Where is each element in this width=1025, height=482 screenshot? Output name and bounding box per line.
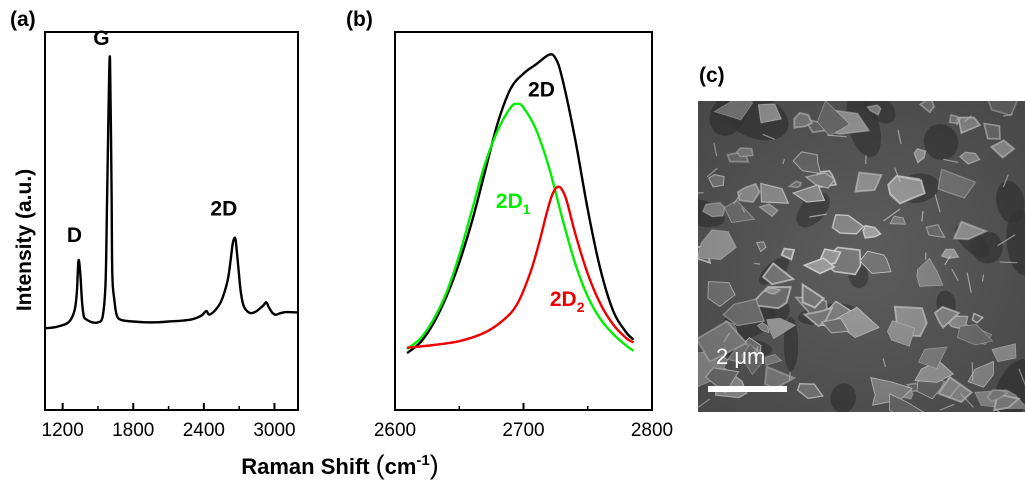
panel-b-series-2d2-line — [406, 185, 634, 349]
panel-b-x-tick-label-2: 2800 — [631, 420, 673, 441]
panel-b-frame — [394, 31, 653, 411]
panel-c-label: (c) — [699, 64, 725, 87]
panel-b-peak-label-0: 2D — [528, 78, 555, 101]
panel-a-series — [45, 55, 298, 330]
sem-vignette — [698, 101, 1025, 412]
panel-b-label: (b) — [346, 8, 373, 31]
panel-c: (c) 2 μm — [698, 64, 1025, 412]
panel-a-ticks: 1200 1800 2400 3000 — [42, 403, 296, 441]
panel-b-peak-label-2: 2D2 — [550, 288, 585, 315]
panel-a-peak-label-2: 2D — [210, 197, 237, 220]
panel-b-series — [406, 53, 634, 354]
panel-a-y-axis-label: Intensity (a.u.) — [13, 169, 36, 311]
panel-a-peak-label-1: G — [93, 27, 109, 50]
panel-a-x-tick-label-2: 2400 — [183, 420, 225, 441]
panel-a-peak-label-0: D — [67, 224, 82, 247]
panel-b-peak-label-2-text: 2D — [550, 288, 577, 311]
panel-b-x-tick-label-1: 2700 — [502, 420, 544, 441]
panel-a-x-tick-label-3: 3000 — [253, 420, 295, 441]
x-axis-label: Raman Shift (cm-1) — [241, 450, 439, 480]
x-axis-label-text: Raman Shift — [241, 454, 370, 479]
scale-bar-label: 2 μm — [716, 344, 765, 369]
panel-a: (a) 1200 1800 2400 3000 D G 2D Intensity (a.u… — [10, 8, 299, 441]
panel-a-x-tick-label-1: 1800 — [112, 420, 154, 441]
panel-a-series-0-line — [45, 55, 298, 330]
x-axis-label-unit: cm — [385, 454, 417, 479]
panel-b-peak-label-1: 2D1 — [496, 190, 531, 217]
panel-a-annotations: D G 2D — [67, 27, 237, 247]
panel-b-peak-label-2-sub: 2 — [577, 299, 585, 315]
panel-a-peak-label-1-text: G — [93, 27, 109, 50]
x-axis-label-paren-close: ) — [430, 450, 439, 480]
panel-a-x-tick-label-0: 1200 — [42, 420, 84, 441]
panel-b-peak-label-1-sub: 1 — [523, 201, 531, 217]
x-axis-label-unit-exp: -1 — [416, 452, 429, 469]
scale-bar — [708, 386, 787, 392]
panel-b-series-2d-line — [406, 53, 634, 354]
panel-b-x-tick-label-0: 2600 — [374, 420, 416, 441]
x-axis-label-paren-open: ( — [376, 450, 385, 480]
panel-a-frame — [44, 31, 299, 411]
panel-b-series-2d1-line — [406, 102, 634, 352]
panel-a-peak-label-0-text: D — [67, 224, 82, 247]
panel-b-peak-label-0-text: 2D — [528, 78, 555, 101]
panel-b-peak-label-1-text: 2D — [496, 190, 523, 213]
panel-a-peak-label-2-text: 2D — [210, 197, 237, 220]
sem-image — [698, 101, 1025, 412]
panel-a-label: (a) — [10, 8, 36, 31]
panel-b-ticks: 2600 2700 2800 — [374, 403, 673, 441]
